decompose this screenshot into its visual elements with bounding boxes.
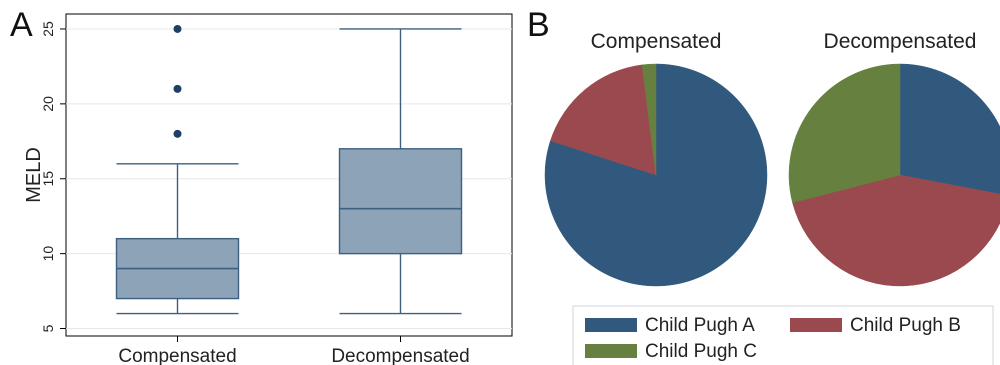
legend-label: Child Pugh C: [645, 341, 757, 362]
legend: Child Pugh A Child Pugh B Child Pugh C: [585, 315, 961, 362]
pie-compensated: [544, 63, 768, 287]
legend-label: Child Pugh B: [850, 315, 961, 336]
legend-item: Child Pugh C: [585, 341, 757, 362]
box-compensated: [115, 24, 240, 315]
outlier-point: [173, 129, 182, 138]
pie-title-compensated: Compensated: [591, 30, 722, 53]
y-tick-label: 25: [40, 21, 56, 37]
pie-slice-child-pugh-a: [899, 63, 1000, 195]
panel-b-label: B: [527, 6, 550, 44]
panel-a-label: A: [10, 6, 33, 44]
legend-box: [572, 305, 994, 365]
panel-b: B Compensated Decompensated Child Pugh A…: [527, 6, 1000, 365]
pie-slice-child-pugh-c: [788, 63, 901, 203]
y-tick-label: 10: [40, 246, 56, 262]
legend-label: Child Pugh A: [645, 315, 755, 336]
pie-slice-child-pugh-b: [792, 174, 1000, 287]
y-axis-label: MELD: [23, 147, 45, 203]
pie-slice-child-pugh-b: [550, 64, 657, 176]
legend-item: Child Pugh B: [790, 315, 961, 336]
x-axis: Compensated Decompensated: [118, 336, 470, 365]
y-axis: 5 10 15 20 25: [40, 21, 66, 332]
box-iqr: [338, 148, 463, 255]
pie-title-decompensated: Decompensated: [824, 30, 977, 53]
x-tick-label: Compensated: [118, 346, 236, 365]
pie-decompensated: [788, 63, 1000, 287]
y-tick-label: 5: [40, 324, 56, 332]
y-tick-label: 15: [40, 171, 56, 187]
x-tick-label: Decompensated: [331, 346, 469, 365]
outlier-point: [173, 84, 182, 93]
outlier-point: [173, 24, 182, 33]
box-decompensated: [338, 28, 463, 315]
y-tick-label: 20: [40, 96, 56, 112]
legend-item: Child Pugh A: [585, 315, 755, 336]
panel-a: A 5 10 15 20 25 MELD Compensated Decompensate…: [10, 6, 513, 365]
legend-swatch: [585, 344, 637, 358]
boxes: [115, 24, 463, 315]
legend-swatch: [790, 318, 842, 332]
pie-slice-child-pugh-c: [641, 63, 657, 176]
legend-swatch: [585, 318, 637, 332]
